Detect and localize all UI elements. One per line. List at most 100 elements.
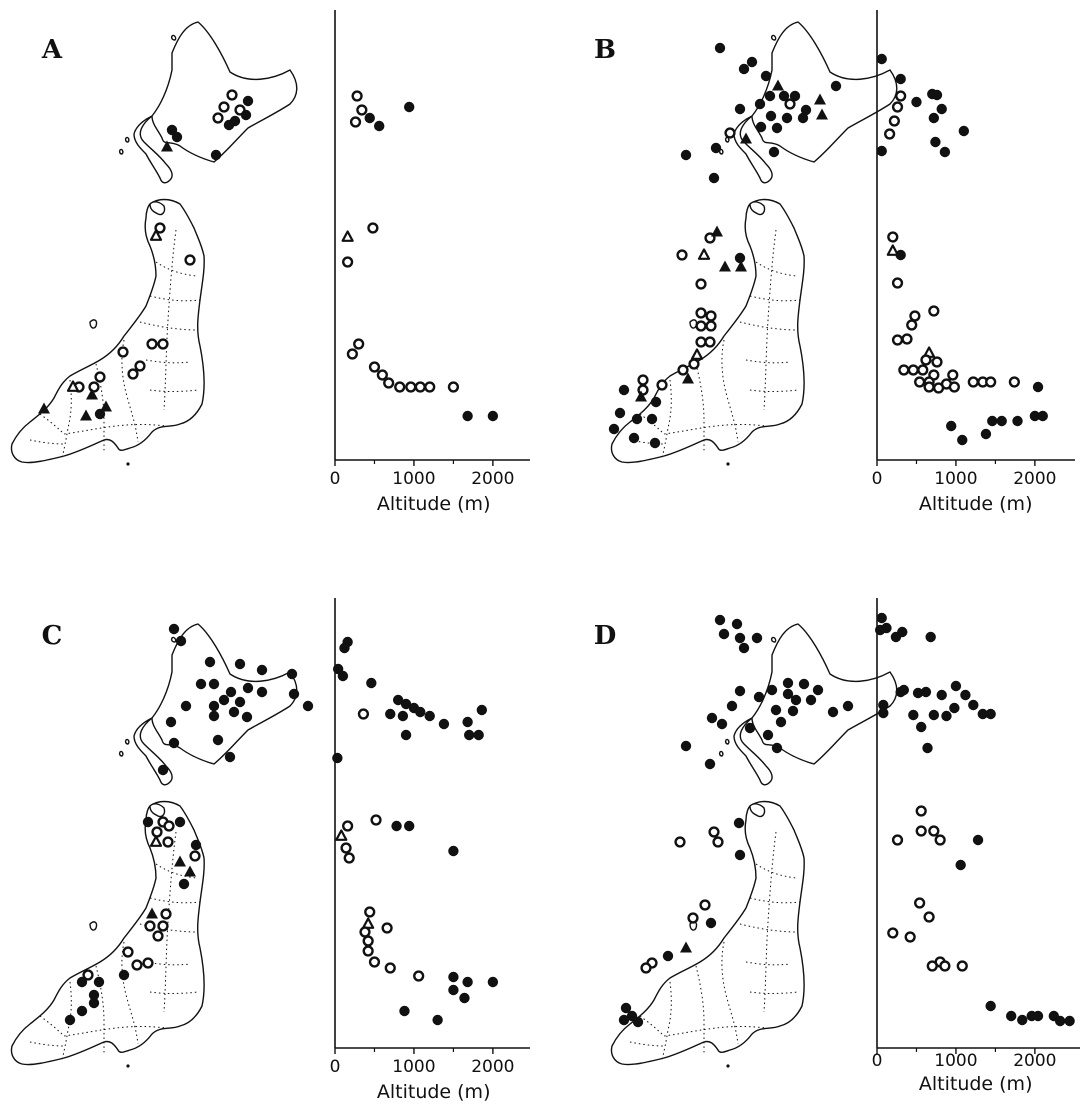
map-site-marker (778, 90, 790, 102)
map-site-marker (88, 381, 100, 393)
data-point (414, 381, 426, 393)
map-site-marker (100, 400, 112, 412)
data-point (891, 101, 904, 113)
data-point (400, 729, 412, 741)
data-point (888, 115, 900, 127)
map-site-marker (208, 678, 220, 690)
data-point (949, 702, 960, 714)
map-site-marker (635, 390, 647, 402)
data-point (925, 631, 936, 643)
map-site-marker (711, 225, 723, 237)
data-point (357, 708, 370, 720)
data-point (351, 90, 363, 102)
data-point (878, 699, 889, 711)
data-point (366, 677, 377, 689)
map-site-marker (705, 320, 717, 332)
map-site-marker (88, 989, 100, 1001)
data-point (1064, 1015, 1075, 1027)
map-site-marker (242, 95, 254, 107)
data-point (876, 612, 887, 624)
data-point (955, 859, 966, 871)
map-site-marker (94, 371, 106, 383)
data-point (364, 906, 376, 918)
map-site-marker (656, 379, 668, 391)
map-site-marker (208, 710, 220, 722)
data-point (968, 699, 979, 711)
data-point (394, 381, 406, 393)
data-point (891, 277, 904, 289)
map-site-marker (204, 656, 216, 668)
data-point (404, 101, 415, 113)
map-site-marker (256, 686, 268, 698)
map-site-marker (695, 320, 707, 332)
data-point (916, 721, 927, 733)
data-point (447, 381, 460, 393)
data-point (341, 230, 354, 242)
map-site-marker (117, 346, 129, 358)
data-point (448, 845, 459, 857)
map-site-marker (814, 93, 826, 105)
map-site-marker (82, 969, 94, 981)
map-site-marker (618, 384, 630, 396)
data-point (462, 716, 473, 728)
data-point (397, 710, 409, 722)
data-point (936, 689, 947, 701)
map-site-marker (677, 364, 689, 376)
map-site-marker (842, 700, 854, 712)
map-site-marker (226, 89, 238, 101)
data-point (404, 820, 415, 832)
x-tick-label: 1000 (392, 469, 435, 489)
map-site-marker (775, 716, 787, 728)
map-site-marker (157, 920, 169, 932)
data-point (887, 927, 899, 939)
map-site-marker (178, 878, 190, 890)
data-point (381, 922, 393, 934)
map-site-marker (161, 140, 173, 152)
map-site-marker (190, 839, 202, 851)
data-point (908, 709, 919, 721)
map-site-marker (771, 122, 783, 134)
data-point (891, 334, 904, 346)
data-point (930, 136, 941, 148)
data-point (448, 984, 459, 996)
panel-letter: B (594, 35, 616, 65)
data-point (364, 112, 375, 124)
map-site-marker (64, 1014, 76, 1026)
data-point (368, 956, 381, 968)
x-axis-title: Altitude (m) (919, 493, 1033, 515)
data-point (941, 710, 952, 722)
data-point (342, 256, 354, 268)
map-site-marker (764, 90, 776, 102)
x-tick-label: 0 (872, 469, 883, 489)
map-site-marker (76, 1005, 88, 1017)
map-site-marker (646, 413, 658, 425)
map-site-marker (765, 110, 777, 122)
data-point (391, 820, 402, 832)
x-tick-label: 0 (330, 1057, 341, 1077)
altitude-plot: 0 1000 2000 Altitude (m) (330, 10, 530, 515)
map-site-marker (754, 98, 766, 110)
map-site-marker (766, 684, 778, 696)
data-point (368, 361, 381, 373)
map-site-marker (152, 930, 164, 942)
data-point (890, 631, 902, 643)
data-point (987, 415, 998, 427)
map-site-marker (210, 149, 222, 161)
map-site-marker (174, 855, 186, 867)
map-site-marker (662, 950, 674, 962)
map-site-marker (724, 127, 736, 139)
data-point (448, 971, 459, 983)
map-site-marker (726, 700, 738, 712)
data-point (1005, 1010, 1017, 1022)
data-point (914, 897, 926, 909)
map-site-marker (127, 368, 139, 380)
data-point (931, 89, 943, 101)
x-tick-label: 0 (330, 469, 341, 489)
panel-a: A 0 1000 2000 Altitude (m) (10, 10, 530, 515)
data-point (405, 381, 417, 393)
data-point (339, 642, 350, 654)
map-site-marker (734, 103, 746, 115)
data-point (337, 670, 349, 682)
data-point (911, 96, 922, 108)
data-point (424, 381, 436, 393)
